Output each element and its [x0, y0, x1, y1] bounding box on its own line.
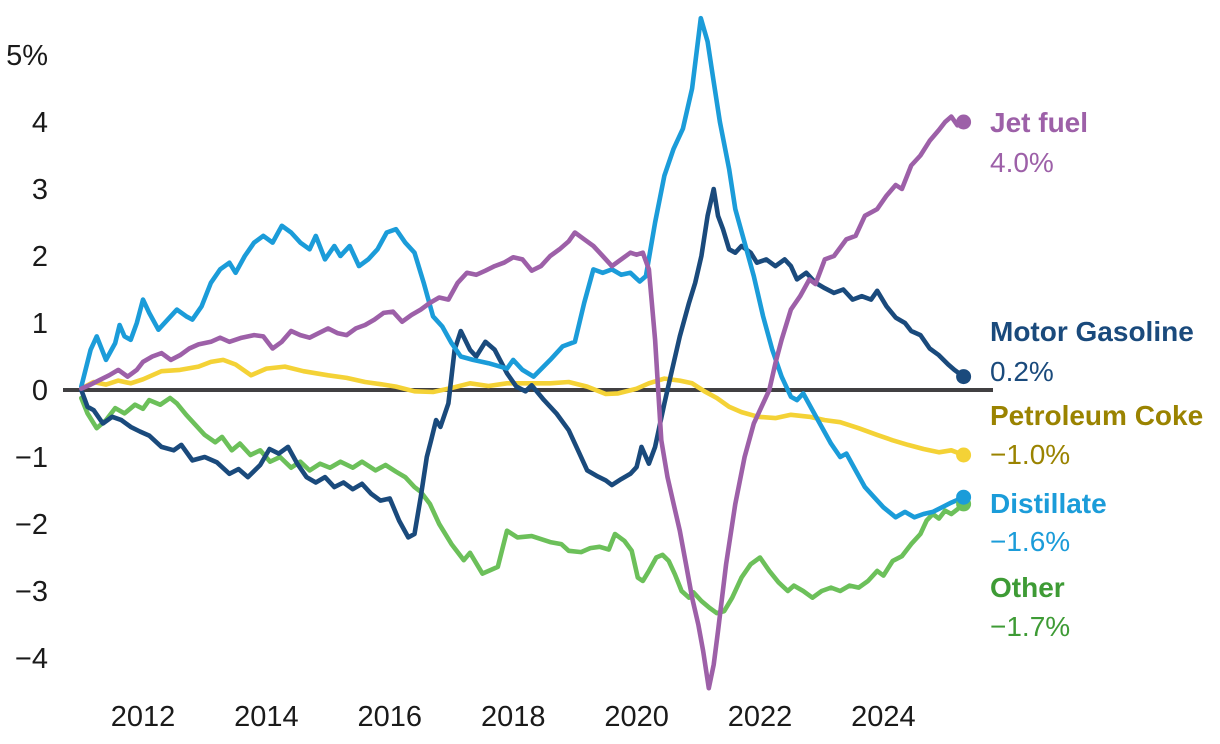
- series-end-value-jet-fuel: 4.0%: [990, 147, 1054, 178]
- series-label-distillate: Distillate: [990, 488, 1107, 519]
- x-axis-tick-2012: 2012: [111, 701, 176, 733]
- y-axis-tick-0: 0: [32, 375, 48, 407]
- y-axis-tick-4: 4: [32, 107, 48, 139]
- x-axis-tick-2018: 2018: [481, 701, 546, 733]
- series-end-value-motor-gasoline: 0.2%: [990, 356, 1054, 387]
- series-end-value-distillate: −1.6%: [990, 526, 1070, 557]
- y-axis-tick-5: 5%: [6, 40, 48, 72]
- series-end-value-other: −1.7%: [990, 611, 1070, 642]
- y-axis-tick--3: −3: [15, 576, 48, 608]
- series-end-value-petroleum-coke: −1.0%: [990, 439, 1070, 470]
- y-axis-tick-1: 1: [32, 308, 48, 340]
- series-endpoint-dot-jet-fuel: [956, 114, 972, 130]
- y-axis-tick--2: −2: [15, 509, 48, 541]
- y-axis-tick--1: −1: [15, 442, 48, 474]
- x-axis-tick-2014: 2014: [234, 701, 299, 733]
- series-line-petroleum-coke: [79, 357, 966, 458]
- x-axis-tick-2022: 2022: [728, 701, 793, 733]
- series-endpoint-dot-motor-gasoline: [956, 369, 972, 385]
- series-line-jet-fuel: [79, 114, 966, 691]
- y-axis-tick--4: −4: [15, 643, 48, 675]
- series-label-other: Other: [990, 572, 1065, 603]
- x-axis-tick-2020: 2020: [604, 701, 669, 733]
- series-label-petroleum-coke: Petroleum Coke: [990, 400, 1203, 431]
- series-endpoint-dot-distillate: [956, 489, 972, 505]
- series-line-other: [79, 395, 966, 616]
- y-axis-tick-3: 3: [32, 174, 48, 206]
- x-axis-tick-2024: 2024: [851, 701, 916, 733]
- series-endpoint-dot-petroleum-coke: [956, 447, 972, 463]
- series-line-distillate: [79, 15, 966, 520]
- y-axis-tick-2: 2: [32, 241, 48, 273]
- x-axis-tick-2016: 2016: [358, 701, 423, 733]
- series-label-jet-fuel: Jet fuel: [990, 107, 1088, 138]
- series-label-motor-gasoline: Motor Gasoline: [990, 316, 1194, 347]
